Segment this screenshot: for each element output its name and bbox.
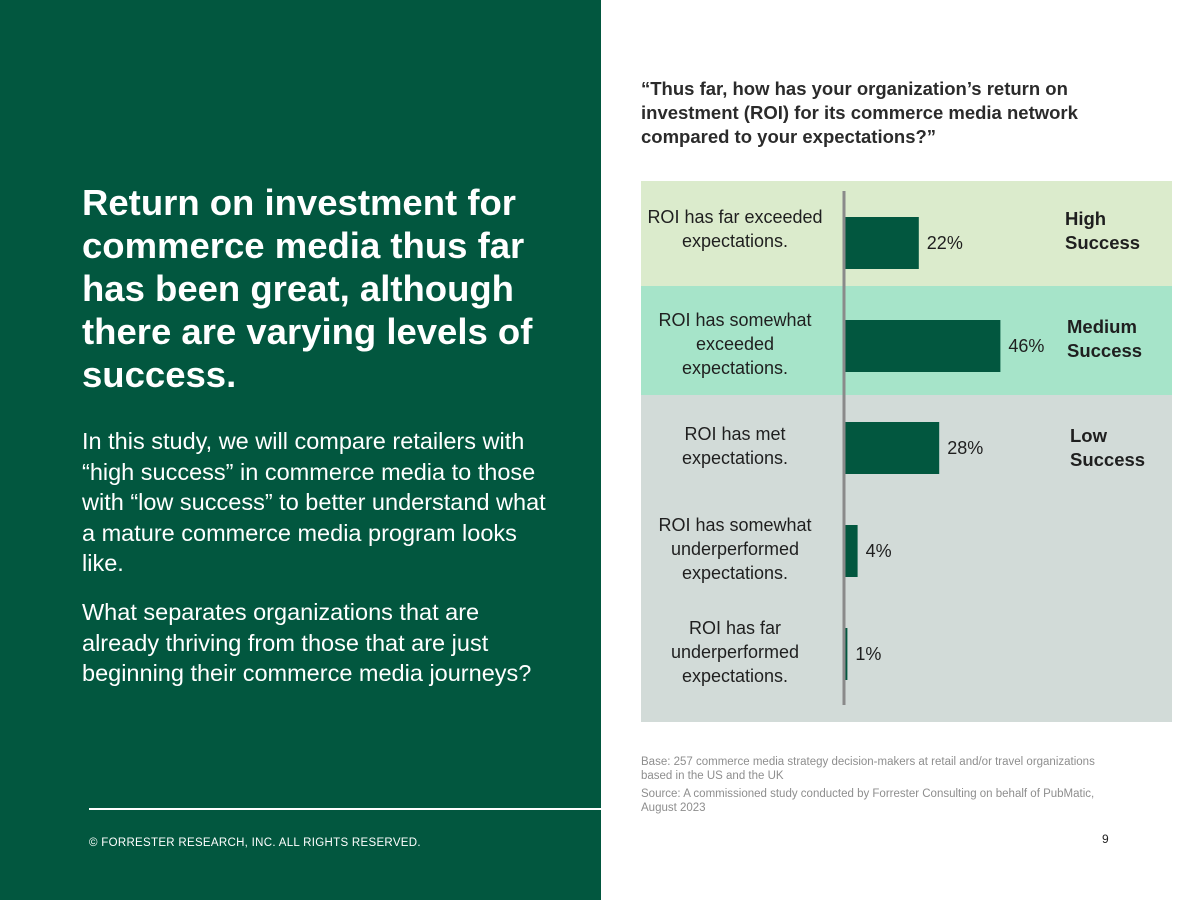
- footer-divider: [89, 808, 601, 810]
- bar-5: [844, 628, 848, 680]
- copyright-text: © FORRESTER RESEARCH, INC. ALL RIGHTS RE…: [89, 837, 421, 849]
- value-label-somewhat-exceeded: 46%: [1008, 336, 1045, 356]
- bar-1: [844, 217, 919, 269]
- chart-canvas: [641, 181, 1172, 722]
- category-label-far-underperformed: ROI has far underperformed expectations.: [670, 618, 800, 686]
- base-footnote: Base: 257 commerce media strategy decisi…: [641, 756, 1095, 782]
- category-label-somewhat-underperformed: ROI has somewhat underperformed expectat…: [658, 515, 812, 583]
- value-label-somewhat-underperformed: 4%: [865, 541, 892, 561]
- category-label-met: ROI has met expectations.: [681, 424, 789, 468]
- chart-title: “Thus far, how has your organization’s r…: [641, 78, 1078, 147]
- bar-3: [844, 422, 940, 474]
- category-label-far-exceeded: ROI has far exceeded expectations.: [647, 207, 823, 251]
- page-title: Return on investment for commerce media …: [82, 182, 533, 395]
- band-label-medium-success: Medium Success: [1067, 316, 1143, 361]
- value-label-met: 28%: [947, 438, 984, 458]
- roi-bar-chart: High Success Medium Success Low Success …: [641, 181, 1172, 722]
- value-label-far-underperformed: 1%: [855, 644, 882, 664]
- source-footnote: Source: A commissioned study conducted b…: [641, 788, 1095, 814]
- category-label-somewhat-exceeded: ROI has somewhat exceeded expectations.: [658, 310, 812, 378]
- bar-2: [844, 320, 1001, 372]
- left-panel: Return on investment for commerce media …: [0, 0, 601, 900]
- band-label-high-success: High Success: [1065, 208, 1141, 253]
- intro-paragraph: In this study, we will compare retailers…: [82, 428, 546, 576]
- question-paragraph: What separates organizations that are al…: [82, 599, 532, 686]
- value-label-far-exceeded: 22%: [926, 233, 963, 253]
- band-label-low-success: Low Success: [1070, 425, 1146, 470]
- page-number: 9: [1102, 832, 1109, 846]
- bar-4: [844, 525, 858, 577]
